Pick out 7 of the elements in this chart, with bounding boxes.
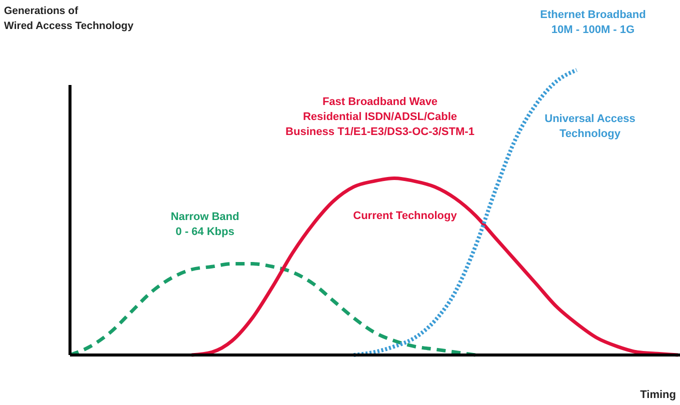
annotation: Fast Broadband Wave Residential ISDN/ADSL/Cable Business T1/E1-E3/DS3-OC-3/STM-1	[286, 96, 474, 138]
y-axis-title: Generations of Wired Access Technology	[4, 5, 134, 32]
x-axis-title: Timing	[640, 389, 676, 401]
annotation: Narrow Band 0 - 64 Kbps	[170, 211, 240, 238]
text: Ethernet Broadband 10M - 100M - 1G	[540, 9, 646, 36]
annotation: Universal Access Technology	[544, 113, 636, 140]
annotation: Current Technology	[353, 210, 458, 222]
